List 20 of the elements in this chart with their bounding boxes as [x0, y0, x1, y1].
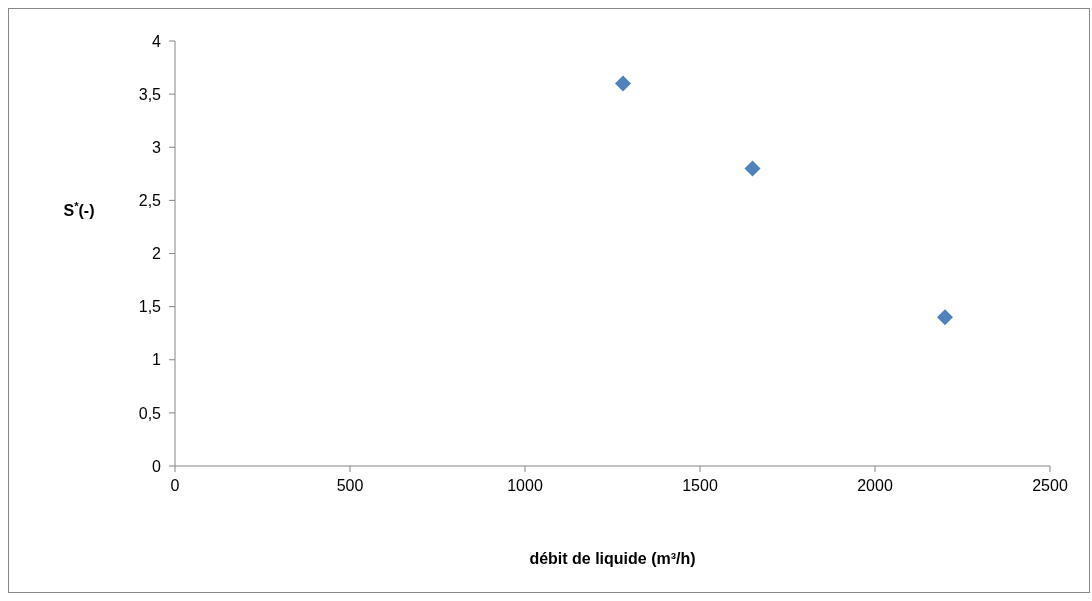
x-tick-label: 2500: [1032, 477, 1068, 495]
y-tick-label: 3: [152, 138, 162, 156]
x-axis-title: débit de liquide (m³/h): [529, 550, 696, 567]
y-tick-label: 1: [152, 351, 162, 369]
y-tick-label: 2,5: [138, 192, 162, 210]
y-tick-label: 0: [152, 457, 162, 475]
x-tick-label: 0: [170, 477, 180, 495]
y-tick-label: 4: [152, 32, 162, 50]
x-tick-label: 2000: [857, 477, 893, 495]
point: [615, 75, 631, 92]
y-tick-label: 1,5: [138, 298, 162, 316]
x-tick-label: 1500: [682, 477, 718, 495]
y-axis-title: S$^{*}$(-): [63, 199, 95, 219]
y-tick-label: 3,5: [138, 85, 162, 103]
point: [744, 160, 761, 177]
x-tick-label: 1000: [507, 477, 543, 495]
point: [937, 309, 953, 326]
y-tick-label: 0,5: [138, 404, 162, 422]
x-tick-label: 500: [336, 477, 364, 495]
y-tick-label: 2: [152, 245, 162, 263]
